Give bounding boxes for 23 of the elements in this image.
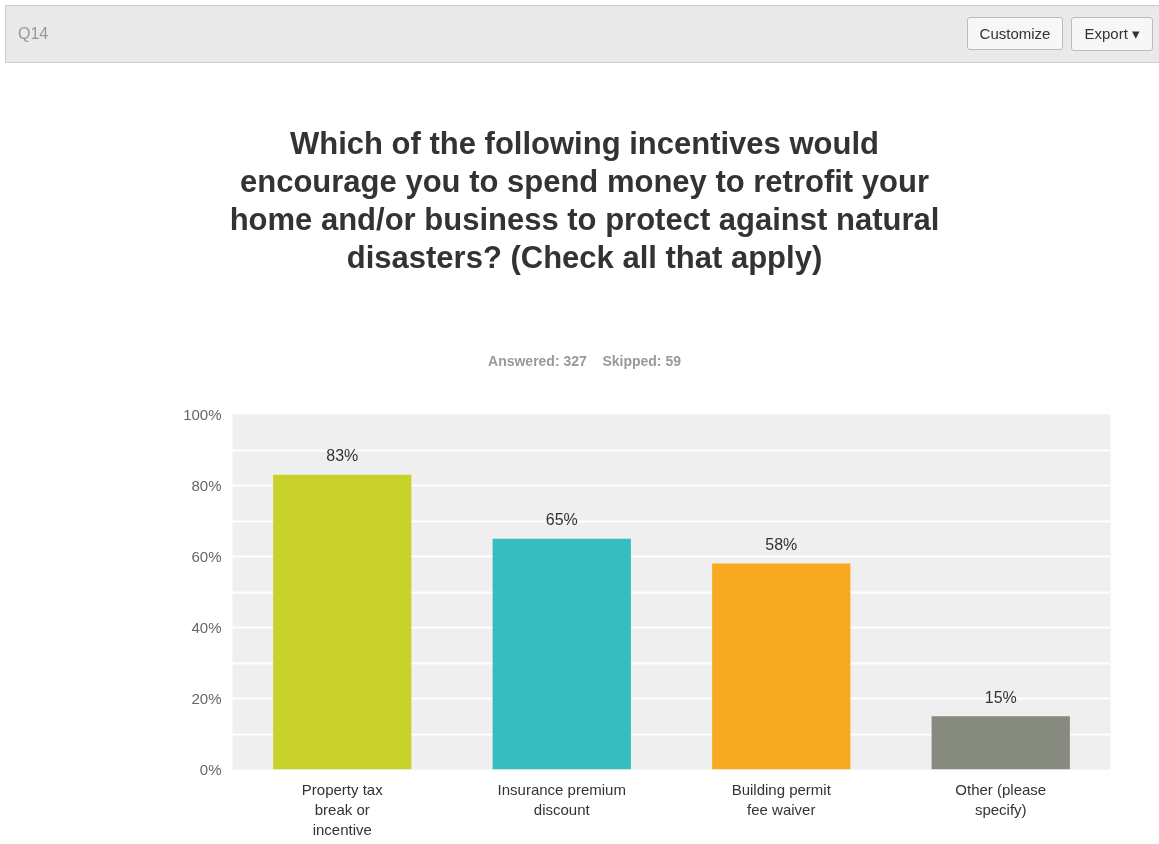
text: Q14 (18, 25, 49, 43)
y-tick-label: 80% (191, 477, 222, 494)
bar (712, 563, 851, 770)
x-tick-label: Insurance premium discount (497, 780, 626, 818)
bar (492, 538, 631, 770)
data-label: 58% (765, 535, 798, 553)
bar (273, 474, 412, 770)
text: Customize (966, 17, 1064, 50)
y-tick-label: 60% (191, 548, 222, 565)
x-tick-label: Property tax break or incentive (301, 780, 384, 839)
text: Export ▾ (1071, 17, 1153, 51)
x-tick-label: Other (please specify) (955, 780, 1047, 818)
data-label: 65% (545, 511, 578, 529)
data-label: 15% (984, 688, 1017, 706)
x-tick-label: Building permit fee waiver (731, 780, 832, 818)
chart-title: Which of the following incentives would encourage you to spend money to retrofit your home and/or business to protect against natural disasters? (Check all that apply) (228, 125, 941, 277)
y-tick-label: 20% (191, 690, 222, 707)
data-label: 83% (326, 447, 359, 465)
bar (931, 716, 1070, 770)
chart-subtitle: Answered: 327 Skipped: 59 (487, 353, 682, 369)
y-tick-label: 0% (199, 761, 222, 778)
y-tick-label: 40% (191, 619, 222, 636)
y-tick-label: 100% (183, 406, 222, 423)
